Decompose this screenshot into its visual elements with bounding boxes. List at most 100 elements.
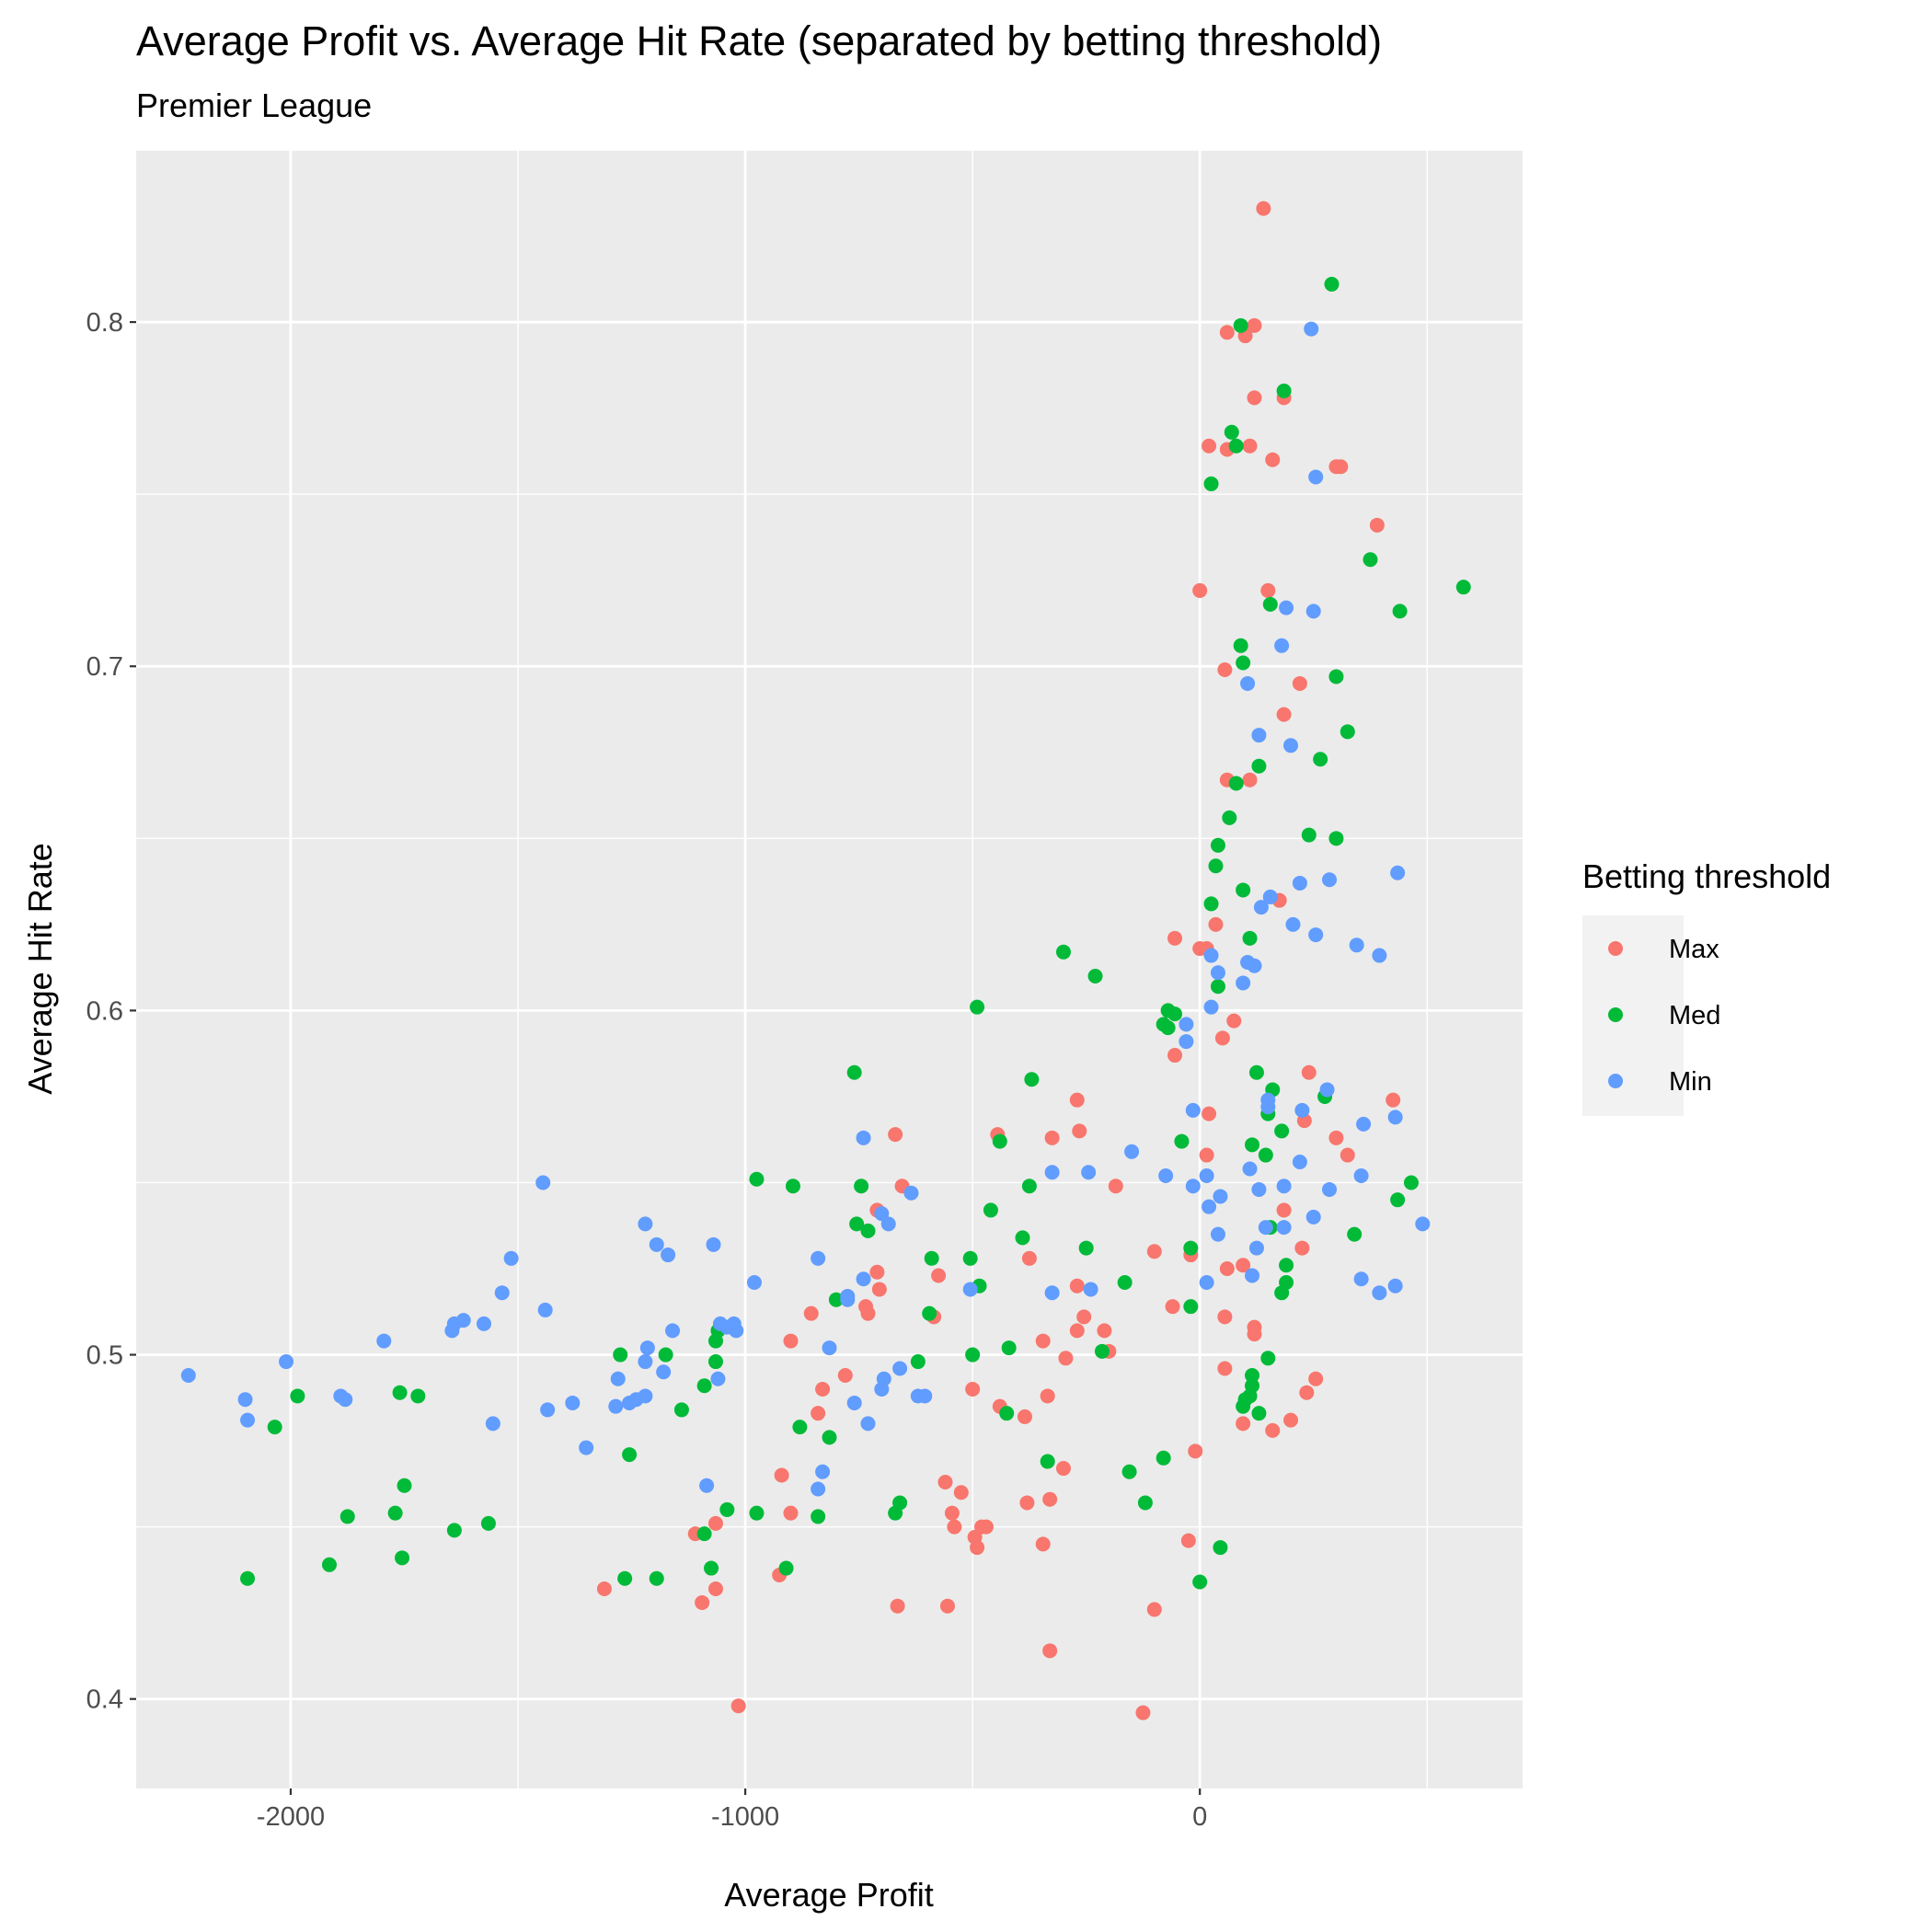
point-min — [1390, 865, 1406, 880]
point-max — [1192, 582, 1208, 598]
point-med — [1363, 552, 1378, 568]
point-med — [965, 1347, 981, 1363]
point-min — [1185, 1102, 1201, 1118]
point-min — [1253, 900, 1269, 915]
point-max — [1180, 1533, 1196, 1548]
point-max — [1247, 390, 1262, 406]
y-tick-label: 0.4 — [86, 1685, 123, 1715]
point-min — [1251, 1181, 1267, 1197]
point-max — [1294, 1240, 1310, 1256]
point-max — [1058, 1351, 1074, 1366]
point-max — [1035, 1536, 1051, 1552]
point-max — [1236, 1416, 1251, 1432]
point-min — [1260, 1099, 1276, 1115]
point-max — [1217, 1309, 1233, 1325]
point-max — [1042, 1643, 1058, 1659]
point-min — [1262, 889, 1278, 904]
point-min — [712, 1316, 728, 1331]
point-med — [983, 1202, 998, 1218]
point-min — [710, 1371, 726, 1386]
point-max — [970, 1540, 985, 1556]
point-min — [1179, 1017, 1194, 1032]
point-max — [953, 1485, 969, 1501]
point-med — [992, 1133, 1007, 1149]
point-med — [1167, 1006, 1183, 1022]
point-med — [696, 1378, 712, 1394]
point-min — [537, 1302, 553, 1317]
point-med — [1242, 930, 1258, 946]
point-med — [1203, 896, 1219, 912]
point-med — [1347, 1226, 1363, 1242]
point-min — [1083, 1282, 1098, 1297]
point-min — [638, 1216, 653, 1232]
point-max — [947, 1519, 962, 1535]
point-max — [871, 1282, 887, 1297]
point-med — [1117, 1274, 1133, 1290]
point-med — [962, 1250, 978, 1266]
point-max — [1021, 1250, 1037, 1266]
point-min — [1274, 638, 1290, 653]
point-med — [1313, 752, 1328, 767]
point-min — [1322, 1181, 1338, 1197]
point-min — [565, 1395, 581, 1410]
point-min — [1415, 1216, 1431, 1232]
point-max — [774, 1467, 789, 1483]
point-min — [846, 1395, 862, 1410]
point-max — [1301, 1064, 1317, 1080]
point-med — [480, 1515, 496, 1531]
point-max — [1146, 1244, 1162, 1259]
point-min — [1294, 1102, 1310, 1118]
point-med — [707, 1333, 723, 1349]
point-max — [596, 1581, 612, 1596]
point-med — [1001, 1340, 1017, 1356]
point-min — [1349, 937, 1364, 953]
point-min — [1236, 975, 1251, 991]
point-med — [1274, 1123, 1290, 1139]
point-max — [944, 1505, 960, 1521]
point-max — [1135, 1705, 1151, 1720]
point-med — [1174, 1133, 1190, 1149]
point-med — [1160, 1020, 1176, 1036]
point-min — [279, 1354, 294, 1370]
point-min — [1353, 1167, 1369, 1183]
point-min — [1251, 728, 1267, 743]
point-med — [446, 1523, 462, 1538]
plot-panel — [136, 150, 1523, 1788]
point-max — [937, 1474, 953, 1489]
point-med — [1156, 1450, 1171, 1466]
point-med — [1340, 724, 1355, 740]
point-max — [1219, 325, 1235, 340]
point-med — [1210, 979, 1225, 995]
data-points — [180, 201, 1471, 1720]
legend-key-max — [1608, 941, 1623, 956]
point-med — [1203, 476, 1219, 491]
point-med — [792, 1420, 808, 1435]
point-max — [1055, 1461, 1071, 1477]
point-min — [1279, 600, 1294, 615]
point-med — [1403, 1175, 1419, 1190]
point-med — [1040, 1454, 1055, 1469]
point-med — [822, 1430, 837, 1445]
point-med — [1024, 1072, 1040, 1087]
point-min — [237, 1392, 253, 1408]
point-med — [1183, 1299, 1199, 1315]
point-med — [704, 1560, 719, 1576]
point-max — [1369, 517, 1385, 533]
point-max — [783, 1505, 799, 1521]
point-max — [1214, 1030, 1230, 1046]
point-med — [910, 1354, 926, 1370]
point-max — [1042, 1491, 1058, 1507]
point-min — [1308, 927, 1324, 943]
point-min — [1124, 1144, 1140, 1159]
point-min — [917, 1388, 933, 1404]
point-min — [1240, 955, 1256, 971]
legend-label-med: Med — [1669, 1001, 1720, 1030]
point-max — [860, 1305, 876, 1321]
point-max — [1256, 201, 1271, 216]
point-min — [706, 1236, 721, 1252]
point-min — [1081, 1165, 1097, 1180]
point-max — [1217, 661, 1233, 677]
point-med — [1021, 1179, 1037, 1194]
point-med — [828, 1292, 844, 1307]
